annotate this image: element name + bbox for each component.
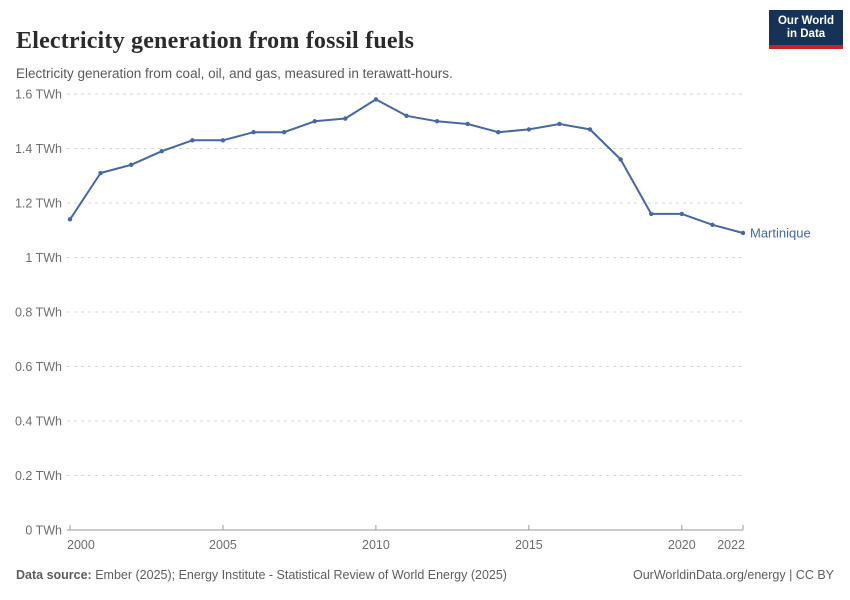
credit-link[interactable]: OurWorldinData.org/energy | CC BY [632, 568, 834, 582]
data-point[interactable] [740, 230, 746, 236]
x-tick-label: 2005 [209, 538, 237, 552]
data-point[interactable] [465, 121, 470, 127]
data-point[interactable] [679, 211, 685, 217]
data-point[interactable] [526, 127, 532, 132]
data-point[interactable] [404, 113, 409, 119]
data-source-note: Data source: Ember (2025); Energy Instit… [16, 568, 507, 582]
data-point[interactable] [281, 129, 287, 135]
owid-logo-line1: Our World [777, 15, 834, 27]
y-tick-label: 0.8 TWh [15, 306, 62, 320]
y-tick-label: 1.2 TWh [15, 197, 62, 211]
series-line[interactable] [69, 98, 744, 234]
chart-title: Electricity generation from fossil fuels [16, 28, 415, 55]
data-point[interactable] [220, 138, 226, 143]
data-source-label: Data source: [16, 568, 92, 582]
y-tick-label: 0.6 TWh [15, 360, 62, 374]
data-point[interactable] [67, 217, 73, 222]
x-tick-label: 2000 [67, 538, 95, 552]
y-tick-label: 0.4 TWh [15, 415, 62, 429]
y-tick-label: 0 TWh [25, 524, 62, 538]
data-point[interactable] [343, 116, 348, 121]
owid-logo[interactable]: Our World in Data [769, 10, 843, 49]
chart-subtitle: Electricity generation from coal, oil, a… [16, 65, 453, 81]
data-point[interactable] [190, 138, 195, 143]
x-tick-label: 2020 [668, 538, 696, 552]
x-tick-label: 2022 [717, 538, 745, 552]
y-tick-label: 0.2 TWh [15, 469, 62, 483]
data-point[interactable] [710, 222, 715, 227]
data-point[interactable] [128, 162, 134, 168]
data-point[interactable] [649, 211, 654, 217]
data-point[interactable] [373, 97, 379, 102]
series-end-label[interactable]: Martinique [750, 225, 811, 240]
data-point[interactable] [557, 121, 562, 127]
x-tick-label: 2010 [362, 538, 390, 552]
y-tick-label: 1 TWh [25, 251, 62, 265]
x-tick-label: 2015 [515, 538, 543, 552]
y-tick-label: 1.4 TWh [15, 142, 62, 156]
owid-logo-line2: in Data [786, 28, 826, 40]
data-point[interactable] [587, 127, 593, 132]
data-point[interactable] [434, 119, 440, 124]
data-point[interactable] [496, 129, 501, 135]
data-point[interactable] [618, 157, 623, 162]
data-point[interactable] [251, 129, 256, 135]
chart-footer: Data source: Ember (2025); Energy Instit… [16, 568, 834, 582]
y-tick-label: 1.6 TWh [15, 88, 62, 102]
data-source-text: Ember (2025); Energy Institute - Statist… [91, 568, 507, 582]
data-point[interactable] [159, 149, 164, 154]
data-point[interactable] [312, 119, 317, 124]
data-point[interactable] [98, 170, 103, 176]
